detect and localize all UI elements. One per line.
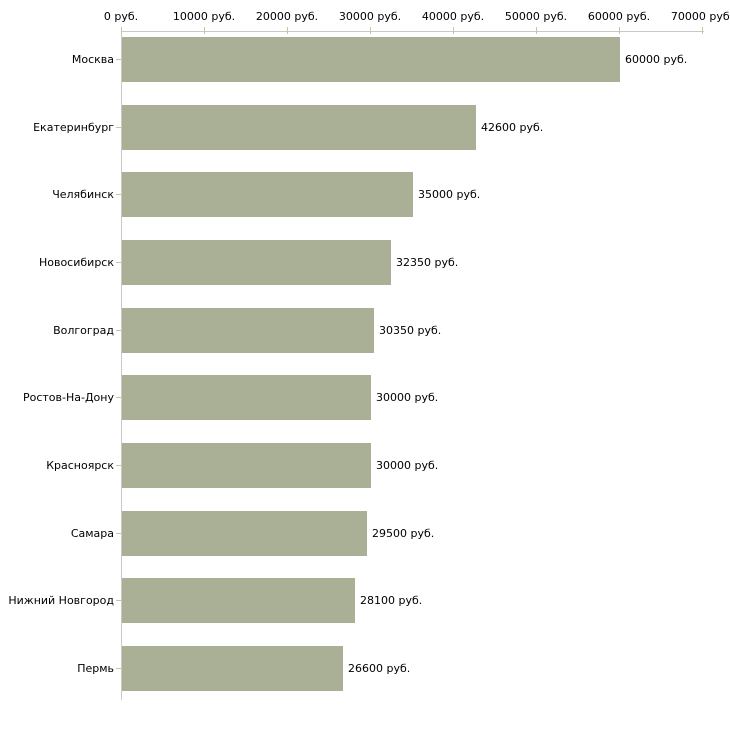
x-axis-tick bbox=[702, 27, 703, 34]
category-label: Нижний Новгород bbox=[8, 594, 114, 607]
x-axis-tick bbox=[536, 27, 537, 34]
bar bbox=[122, 105, 476, 150]
x-axis-tick-label: 10000 руб. bbox=[172, 10, 236, 23]
category-tick bbox=[116, 465, 121, 466]
x-axis-tick-label: 30000 руб. bbox=[338, 10, 402, 23]
category-label: Пермь bbox=[77, 662, 114, 675]
x-axis-tick bbox=[370, 27, 371, 34]
value-label: 35000 руб. bbox=[418, 188, 481, 201]
category-tick bbox=[116, 600, 121, 601]
x-axis-tick-label: 70000 руб. bbox=[670, 10, 730, 23]
value-label: 28100 руб. bbox=[360, 594, 423, 607]
x-axis-tick bbox=[453, 27, 454, 34]
category-tick bbox=[116, 59, 121, 60]
x-axis-tick-label: 20000 руб. bbox=[255, 10, 319, 23]
category-label: Челябинск bbox=[52, 188, 114, 201]
category-label: Москва bbox=[71, 53, 114, 66]
category-label: Самара bbox=[70, 527, 114, 540]
x-axis-tick bbox=[121, 27, 122, 34]
category-label: Волгоград bbox=[53, 324, 114, 337]
y-axis-line bbox=[121, 31, 122, 700]
x-axis-tick-label: 50000 руб. bbox=[504, 10, 568, 23]
bar bbox=[122, 308, 374, 353]
value-label: 30350 руб. bbox=[379, 324, 442, 337]
x-axis-tick bbox=[204, 27, 205, 34]
x-axis-line bbox=[121, 31, 704, 32]
x-axis-tick-label: 40000 руб. bbox=[421, 10, 485, 23]
value-label: 42600 руб. bbox=[481, 121, 544, 134]
category-tick bbox=[116, 397, 121, 398]
bar bbox=[122, 240, 391, 285]
x-axis-tick-label: 0 руб. bbox=[103, 10, 139, 23]
value-label: 30000 руб. bbox=[376, 459, 439, 472]
category-label: Ростов-На-Дону bbox=[22, 391, 114, 404]
category-tick bbox=[116, 262, 121, 263]
bar bbox=[122, 375, 371, 420]
bar bbox=[122, 646, 343, 691]
bar bbox=[122, 37, 620, 82]
x-axis-tick bbox=[619, 27, 620, 34]
bar bbox=[122, 511, 367, 556]
bar bbox=[122, 578, 355, 623]
value-label: 29500 руб. bbox=[372, 527, 435, 540]
value-label: 32350 руб. bbox=[396, 256, 459, 269]
category-tick bbox=[116, 668, 121, 669]
bar bbox=[122, 443, 371, 488]
value-label: 26600 руб. bbox=[348, 662, 411, 675]
value-label: 30000 руб. bbox=[376, 391, 439, 404]
value-label: 60000 руб. bbox=[625, 53, 688, 66]
category-tick bbox=[116, 330, 121, 331]
category-tick bbox=[116, 533, 121, 534]
category-label: Красноярск bbox=[46, 459, 114, 472]
category-label: Екатеринбург bbox=[33, 121, 114, 134]
bar bbox=[122, 172, 413, 217]
category-tick bbox=[116, 127, 121, 128]
category-tick bbox=[116, 194, 121, 195]
category-label: Новосибирск bbox=[38, 256, 114, 269]
x-axis-tick-label: 60000 руб. bbox=[587, 10, 651, 23]
x-axis-tick bbox=[287, 27, 288, 34]
